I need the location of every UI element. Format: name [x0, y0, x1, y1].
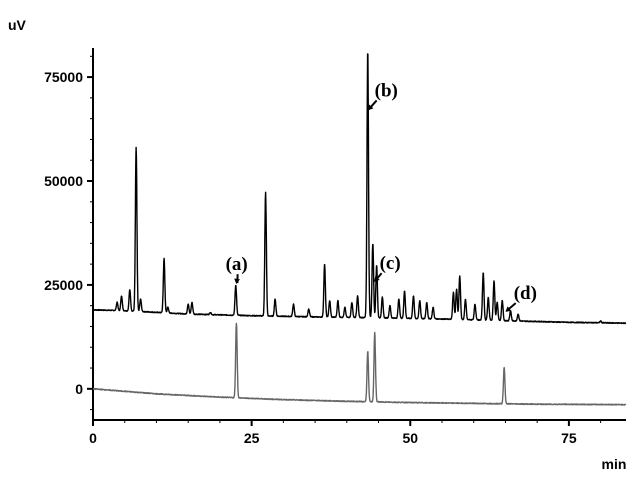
annotation: (c)	[374, 253, 401, 283]
y-unit-label: uV	[8, 17, 27, 33]
x-tick-label: 0	[89, 430, 97, 446]
x-tick-label: 50	[402, 430, 418, 446]
x-unit-label: min	[602, 456, 627, 472]
annotation-label: (b)	[375, 80, 398, 101]
series-layer	[92, 53, 627, 406]
annotation-label: (d)	[514, 283, 537, 304]
y-tick-label: 50000	[44, 173, 83, 189]
y-tick-label: 25000	[44, 277, 83, 293]
annotation: (b)	[367, 80, 398, 111]
annotation: (d)	[505, 283, 537, 312]
annotation-arrowhead	[234, 278, 240, 285]
annotation-arrowhead	[505, 306, 512, 312]
series-line-2	[92, 322, 627, 406]
y-tick-label: 75000	[44, 69, 83, 85]
annotation-layer: (a) (b) (c) (d)	[226, 80, 537, 312]
annotation-arrowhead	[367, 104, 374, 111]
annotation-label: (c)	[380, 253, 401, 274]
annotation-arrowhead	[374, 276, 380, 283]
annotation-label: (a)	[226, 254, 248, 275]
x-tick-label: 75	[561, 430, 577, 446]
axes: 0 25000 50000 75000 0 25 50 75	[44, 48, 626, 446]
series-line-1	[92, 53, 627, 325]
y-tick-label: 0	[75, 381, 83, 397]
annotation: (a)	[226, 254, 248, 285]
x-tick-label: 25	[244, 430, 260, 446]
